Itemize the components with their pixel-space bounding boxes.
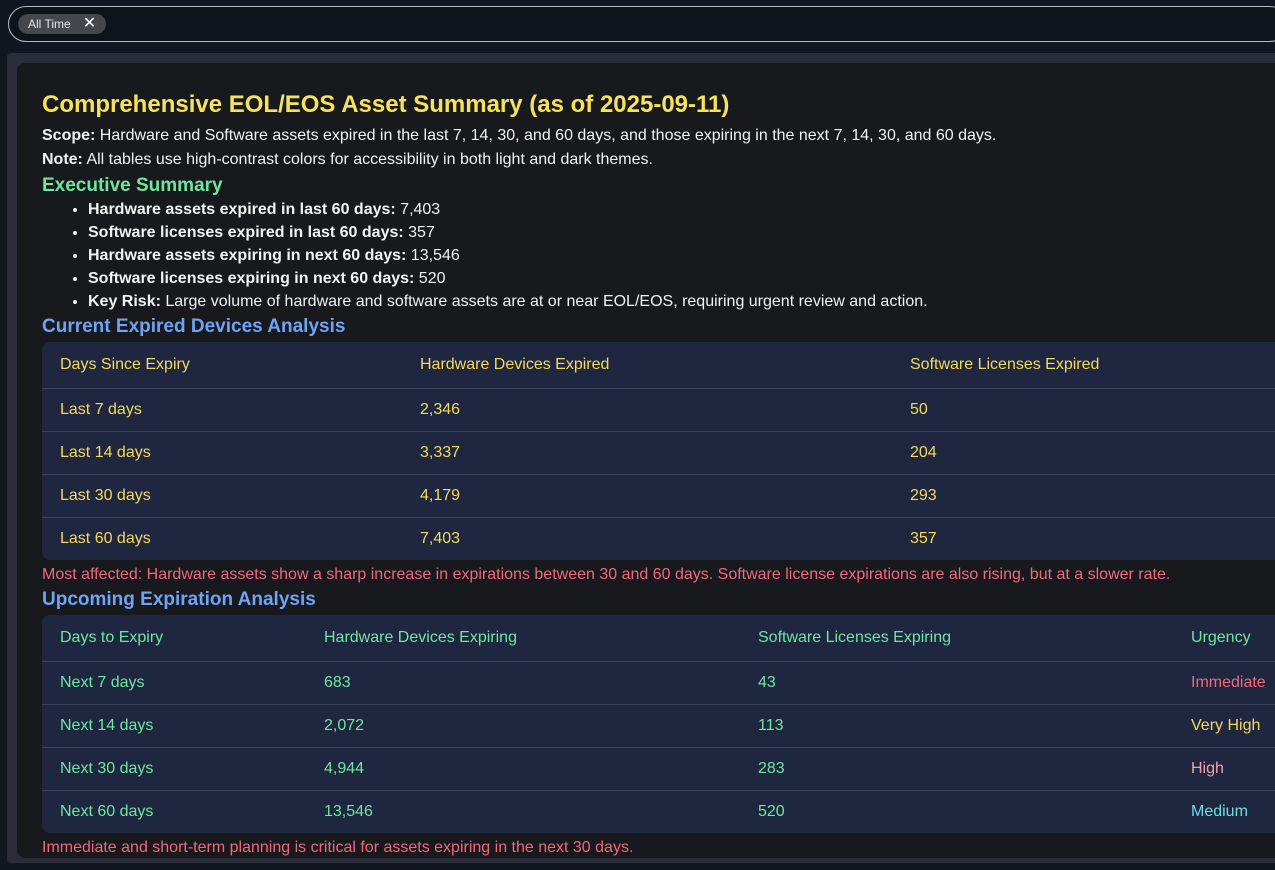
column-header: Software Licenses Expired [910, 356, 1100, 373]
filter-bar[interactable]: All Time ✕ [8, 6, 1275, 42]
table-row: Next 30 days 4,944 283 High [42, 747, 1275, 791]
table-cell: 283 [740, 747, 1173, 791]
table-cell: 4,944 [306, 747, 740, 791]
table-cell: Next 14 days [42, 704, 306, 748]
table-row: Last 14 days 3,337 204 [42, 431, 1275, 475]
close-icon[interactable]: ✕ [82, 15, 97, 32]
table-cell: 113 [740, 704, 1173, 748]
list-item: Software licenses expiring in next 60 da… [88, 270, 1275, 288]
table-cell: 7,403 [402, 517, 892, 560]
table-cell: 357 [892, 517, 1275, 560]
scope-text: Scope: Hardware and Software assets expi… [42, 127, 997, 144]
column-header: Days to Expiry [60, 629, 164, 646]
table-cell: Very High [1173, 704, 1275, 748]
table-cell: 3,337 [402, 431, 892, 475]
list-item: Hardware assets expired in last 60 days:… [88, 201, 1275, 219]
table-cell: 43 [740, 661, 1173, 705]
filter-chip-all-time[interactable]: All Time ✕ [18, 14, 107, 34]
table-cell: 520 [740, 790, 1173, 833]
table-cell: 13,546 [306, 790, 740, 833]
filter-chip-label: All Time [28, 17, 71, 31]
table-row: Last 7 days 2,346 50 [42, 388, 1275, 432]
table-cell: Last 30 days [42, 474, 402, 518]
table-cell: 4,179 [402, 474, 892, 518]
table-cell: Next 60 days [42, 790, 306, 833]
table-cell: High [1173, 747, 1275, 791]
executive-summary-heading: Executive Summary [42, 175, 223, 196]
expired-heading: Current Expired Devices Analysis [42, 316, 346, 337]
expired-table: Days Since Expiry Hardware Devices Expir… [42, 342, 1275, 560]
table-cell: Last 7 days [42, 388, 402, 432]
table-cell: 50 [892, 388, 1275, 432]
table-cell: Next 30 days [42, 747, 306, 791]
upcoming-heading: Upcoming Expiration Analysis [42, 589, 316, 610]
column-header: Hardware Devices Expiring [324, 629, 517, 646]
executive-summary-list: Hardware assets expired in last 60 days:… [42, 201, 1275, 311]
expired-note: Most affected: Hardware assets show a sh… [42, 566, 1171, 583]
table-cell: Last 60 days [42, 517, 402, 560]
table-header-row: Days Since Expiry Hardware Devices Expir… [42, 342, 1275, 389]
column-header: Days Since Expiry [60, 356, 190, 373]
report-card: Comprehensive EOL/EOS Asset Summary (as … [17, 63, 1275, 858]
table-cell: Next 7 days [42, 661, 306, 705]
list-item: Software licenses expired in last 60 day… [88, 224, 1275, 242]
table-cell: 2,346 [402, 388, 892, 432]
column-header: Software Licenses Expiring [758, 629, 951, 646]
upcoming-note: Immediate and short-term planning is cri… [42, 839, 634, 856]
list-item: Hardware assets expiring in next 60 days… [88, 247, 1275, 265]
report-title: Comprehensive EOL/EOS Asset Summary (as … [42, 91, 730, 118]
table-row: Next 14 days 2,072 113 Very High [42, 704, 1275, 748]
column-header: Hardware Devices Expired [420, 356, 610, 373]
table-row: Next 7 days 683 43 Immediate [42, 661, 1275, 705]
table-cell: Last 14 days [42, 431, 402, 475]
column-header: Urgency [1191, 629, 1251, 646]
table-cell: 204 [892, 431, 1275, 475]
note-text: Note: All tables use high-contrast color… [42, 151, 653, 168]
table-header-row: Days to Expiry Hardware Devices Expiring… [42, 615, 1275, 662]
table-cell: 2,072 [306, 704, 740, 748]
table-cell: Immediate [1173, 661, 1275, 705]
table-row: Last 30 days 4,179 293 [42, 474, 1275, 518]
table-cell: 683 [306, 661, 740, 705]
table-cell: Medium [1173, 790, 1275, 833]
upcoming-table: Days to Expiry Hardware Devices Expiring… [42, 615, 1275, 833]
table-cell: 293 [892, 474, 1275, 518]
list-item: Key Risk: Large volume of hardware and s… [88, 293, 1275, 311]
table-row: Next 60 days 13,546 520 Medium [42, 790, 1275, 833]
table-row: Last 60 days 7,403 357 [42, 517, 1275, 560]
